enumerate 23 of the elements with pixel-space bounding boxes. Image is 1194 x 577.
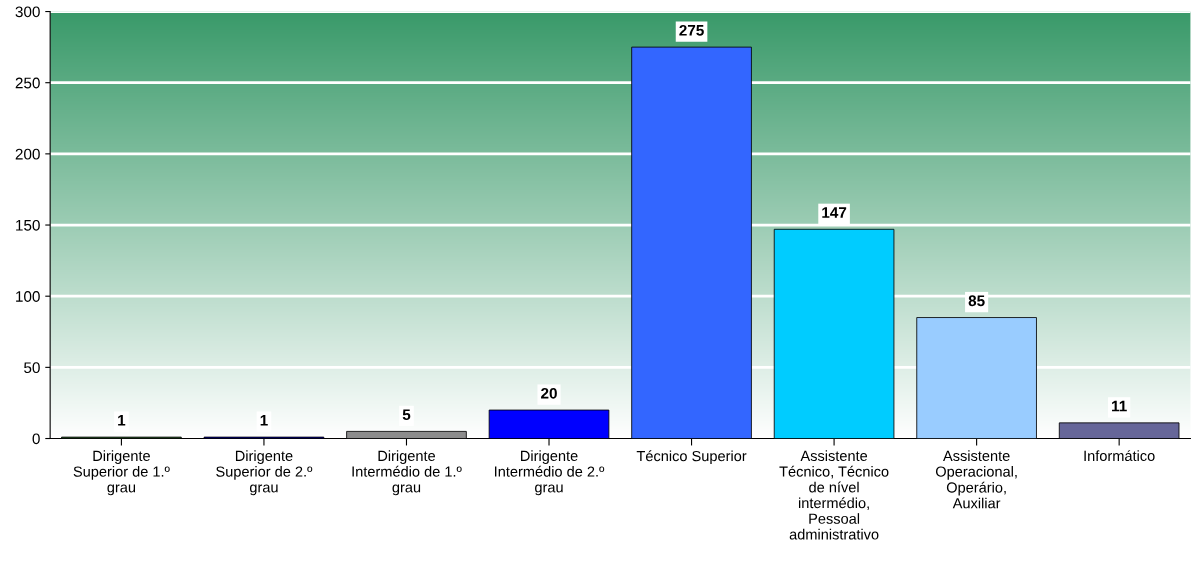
y-tick-label: 150	[16, 219, 40, 231]
x-tick-label: Dirigente Intermédio de 1.º grau	[352, 450, 462, 496]
data-label: 147	[822, 207, 847, 218]
x-tick-label: Dirigente Superior de 1.º grau	[73, 450, 170, 496]
data-label: 85	[968, 295, 985, 307]
x-tick-label: Dirigente Superior de 2.º grau	[216, 450, 313, 496]
y-tick-label: 300	[15, 6, 40, 18]
x-tick-label: Informático	[1084, 450, 1155, 462]
data-label: 1	[118, 415, 126, 426]
x-tick-label: Assistente Técnico, Técnico de nível intermédio, Pessoal administrativo	[779, 450, 889, 540]
x-tick-label: Assistente Operacional, Operário, Auxiliar	[935, 450, 1017, 509]
y-tick-label: 250	[15, 77, 40, 89]
x-tick-label: Técnico Superior	[636, 450, 747, 465]
y-tick-label: 0	[32, 433, 40, 445]
x-tick-label: Dirigente Intermédio de 2.º grau	[495, 450, 605, 496]
data-label: 1	[260, 415, 268, 426]
data-label: 20	[541, 387, 557, 399]
y-tick-label: 50	[24, 362, 40, 374]
y-tick-label: 200	[15, 148, 40, 160]
data-label: 11	[1112, 400, 1127, 412]
y-tick-label: 100	[16, 291, 40, 302]
data-label: 275	[679, 24, 704, 36]
data-label: 5	[402, 409, 411, 421]
